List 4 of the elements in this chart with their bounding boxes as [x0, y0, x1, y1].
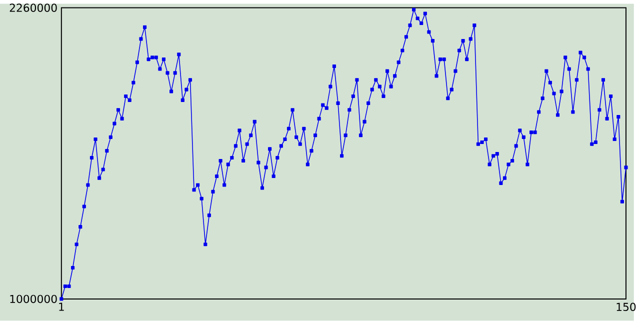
- y-tick-label: 1000000: [10, 294, 57, 304]
- x-tick-label: 150: [616, 302, 636, 312]
- x-tick-label: 1: [59, 302, 64, 311]
- y-tick-label: 2260000: [10, 4, 57, 12]
